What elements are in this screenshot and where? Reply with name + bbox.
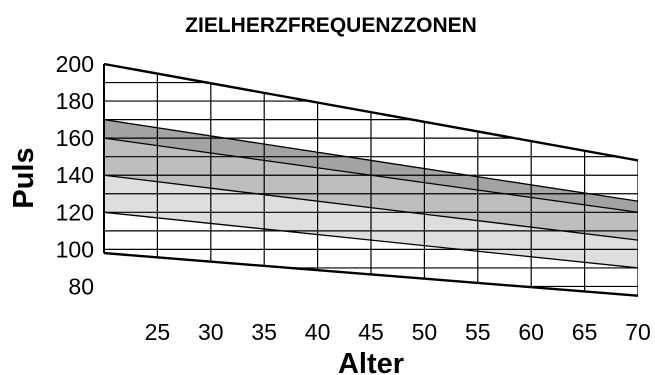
x-tick-label: 30 <box>198 319 224 345</box>
y-tick-label: 140 <box>56 162 94 188</box>
zone-line-1 <box>103 62 639 162</box>
zone-lines <box>103 62 639 297</box>
x-tick-label: 35 <box>251 319 277 345</box>
y-tick-labels: 80 100 120 140 160 180 200 <box>56 51 94 299</box>
y-tick-label: 100 <box>56 236 94 262</box>
x-tick-label: 55 <box>465 319 491 345</box>
x-tick-label: 50 <box>412 319 438 345</box>
x-tick-label: 45 <box>358 319 384 345</box>
zone-line-3 <box>103 137 639 213</box>
y-tick-label: 180 <box>56 88 94 114</box>
y-tick-label: 80 <box>68 273 94 299</box>
y-axis-label: Puls <box>8 147 40 208</box>
y-tick-label: 120 <box>56 199 94 225</box>
x-tick-labels: 25 30 35 40 45 50 55 60 65 70 <box>145 319 651 345</box>
zone-line-2 <box>103 118 639 202</box>
zone-line-5 <box>103 211 639 269</box>
x-tick-label: 65 <box>572 319 598 345</box>
x-axis-label: Alter <box>338 348 404 375</box>
zone-line-4 <box>103 174 639 241</box>
chart-title: ZIELHERZFREQUENZZONEN <box>185 14 477 37</box>
y-tick-label: 160 <box>56 125 94 151</box>
y-tick-label: 200 <box>56 51 94 77</box>
zone-line-6 <box>103 251 639 297</box>
x-tick-label: 70 <box>625 319 651 345</box>
x-tick-label: 40 <box>305 319 331 345</box>
x-tick-label: 25 <box>145 319 171 345</box>
x-tick-label: 60 <box>518 319 544 345</box>
